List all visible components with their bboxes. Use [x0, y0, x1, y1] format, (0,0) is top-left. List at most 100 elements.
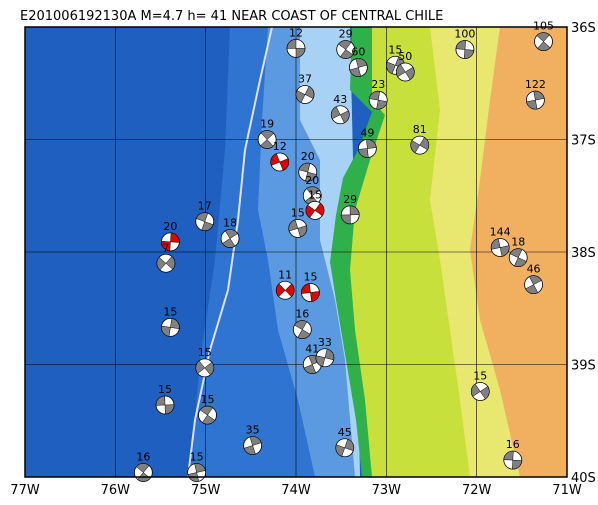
trench — [187, 27, 273, 477]
y-tick-label: 36S — [571, 21, 596, 36]
depth-label: 12 — [289, 26, 303, 39]
focal-mechanism: 20 — [161, 220, 180, 252]
compression-quadrant — [509, 248, 527, 267]
focal-mechanism: 46 — [524, 263, 543, 295]
depth-label: 15 — [163, 305, 177, 318]
depth-label: 105 — [533, 20, 554, 33]
focal-mechanism: 50 — [395, 50, 415, 82]
depth-label: 20 — [163, 220, 177, 233]
focal-mechanism: 17 — [195, 200, 215, 232]
depth-label: 18 — [223, 217, 237, 230]
x-tick-label: 71W — [552, 483, 582, 498]
depth-label: 45 — [338, 426, 352, 439]
focal-mechanism: 20 — [298, 150, 318, 182]
compression-quadrant — [161, 232, 180, 252]
depth-label: 15 — [190, 451, 204, 464]
focal-mechanism: 29 — [336, 28, 356, 59]
depth-label: 11 — [278, 268, 292, 281]
focal-mechanism: 18 — [508, 236, 528, 268]
x-tick-label: 76W — [101, 483, 131, 498]
compression-quadrant — [331, 106, 350, 124]
focal-mechanism: 49 — [357, 127, 377, 158]
depth-label: 144 — [490, 226, 511, 239]
depth-label: 15 — [303, 271, 317, 284]
focal-mechanism: 45 — [335, 426, 355, 458]
depth-label: 16 — [295, 308, 309, 321]
focal-mechanism: 12 — [286, 26, 306, 58]
compression-quadrant — [270, 153, 289, 171]
focal-mechanism: 19 — [257, 118, 277, 149]
depth-label: 29 — [339, 28, 353, 41]
depth-label: 15 — [473, 370, 487, 383]
axis-labels: 77W 76W 75W 74W 73W 72W 71W 36S 37S 38S 39S 40S — [10, 21, 596, 498]
compression-quadrant — [471, 383, 490, 400]
focal-mechanism: 15 — [195, 346, 215, 378]
focal-mechanism: 15 — [305, 188, 325, 220]
depth-label: 15 — [291, 206, 305, 219]
compression-quadrant — [315, 348, 335, 367]
depth-label: 81 — [413, 123, 427, 136]
focal-mechanism: 12 — [270, 140, 290, 172]
compression-quadrant — [369, 90, 388, 110]
compression-quadrant — [338, 40, 354, 59]
depth-label: 100 — [454, 28, 475, 41]
compression-quadrant — [288, 219, 308, 238]
compression-quadrant — [156, 256, 176, 271]
depth-label: 17 — [198, 200, 212, 213]
focal-mechanism: 29 — [340, 193, 360, 225]
depth-label: 15 — [158, 383, 172, 396]
title: E201006192130A M=4.7 h= 41 NEAR COAST OF… — [20, 9, 443, 24]
focal-mechanism: 15 — [161, 305, 180, 337]
compression-quadrant — [358, 139, 377, 158]
y-tick-label: 37S — [571, 134, 596, 149]
depth-label: 43 — [333, 93, 347, 106]
compression-quadrant — [195, 360, 214, 376]
depth-label: 33 — [318, 336, 332, 349]
compression-quadrant — [503, 450, 523, 470]
compression-quadrant — [410, 137, 430, 154]
compression-quadrant — [301, 283, 320, 302]
compression-quadrant — [536, 32, 551, 51]
depth-label: 12 — [273, 140, 287, 153]
focal-mechanism: 15 — [301, 271, 320, 302]
compression-quadrant — [161, 318, 180, 337]
depth-label: 15 — [198, 346, 212, 359]
focal-mechanism: 100 — [454, 28, 475, 59]
focal-mechanism: 15 — [198, 393, 217, 425]
focal-mechanism: 35 — [243, 424, 263, 455]
depth-label: 37 — [298, 73, 312, 86]
compression-quadrant — [335, 438, 355, 457]
depth-label: 49 — [360, 127, 374, 140]
compression-quadrant — [294, 320, 311, 339]
compression-quadrant — [349, 58, 368, 77]
depth-label: 41 — [305, 343, 319, 356]
depth-label: 15 — [308, 188, 322, 201]
compression-quadrant — [275, 283, 295, 298]
x-tick-label: 75W — [191, 483, 221, 498]
focal-mechanism: 37 — [295, 73, 315, 104]
depth-label: 50 — [398, 50, 412, 63]
depth-label: 16 — [136, 451, 150, 464]
depth-label: 15 — [200, 393, 214, 406]
compression-quadrant — [340, 205, 360, 225]
depth-label: 19 — [260, 118, 274, 131]
y-tick-label: 40S — [571, 471, 596, 486]
compression-quadrant — [195, 212, 214, 231]
x-tick-label: 73W — [372, 483, 402, 498]
focal-mechanism: 122 — [525, 78, 546, 110]
depth-label: 16 — [506, 438, 520, 451]
compression-quadrant — [243, 436, 262, 455]
compression-quadrant — [455, 40, 475, 59]
compression-quadrant — [155, 395, 175, 415]
depth-label: 15 — [388, 43, 402, 56]
focal-mechanism: 20 — [302, 174, 322, 206]
focal-mechanism: 60 — [348, 46, 368, 77]
focal-mechanism: 144 — [490, 226, 511, 257]
x-tick-label: 72W — [462, 483, 492, 498]
depth-label: 7 — [162, 241, 169, 254]
depth-label: 29 — [343, 193, 357, 206]
focal-mechanism: 7 — [156, 241, 176, 273]
x-tick-label: 74W — [281, 483, 311, 498]
